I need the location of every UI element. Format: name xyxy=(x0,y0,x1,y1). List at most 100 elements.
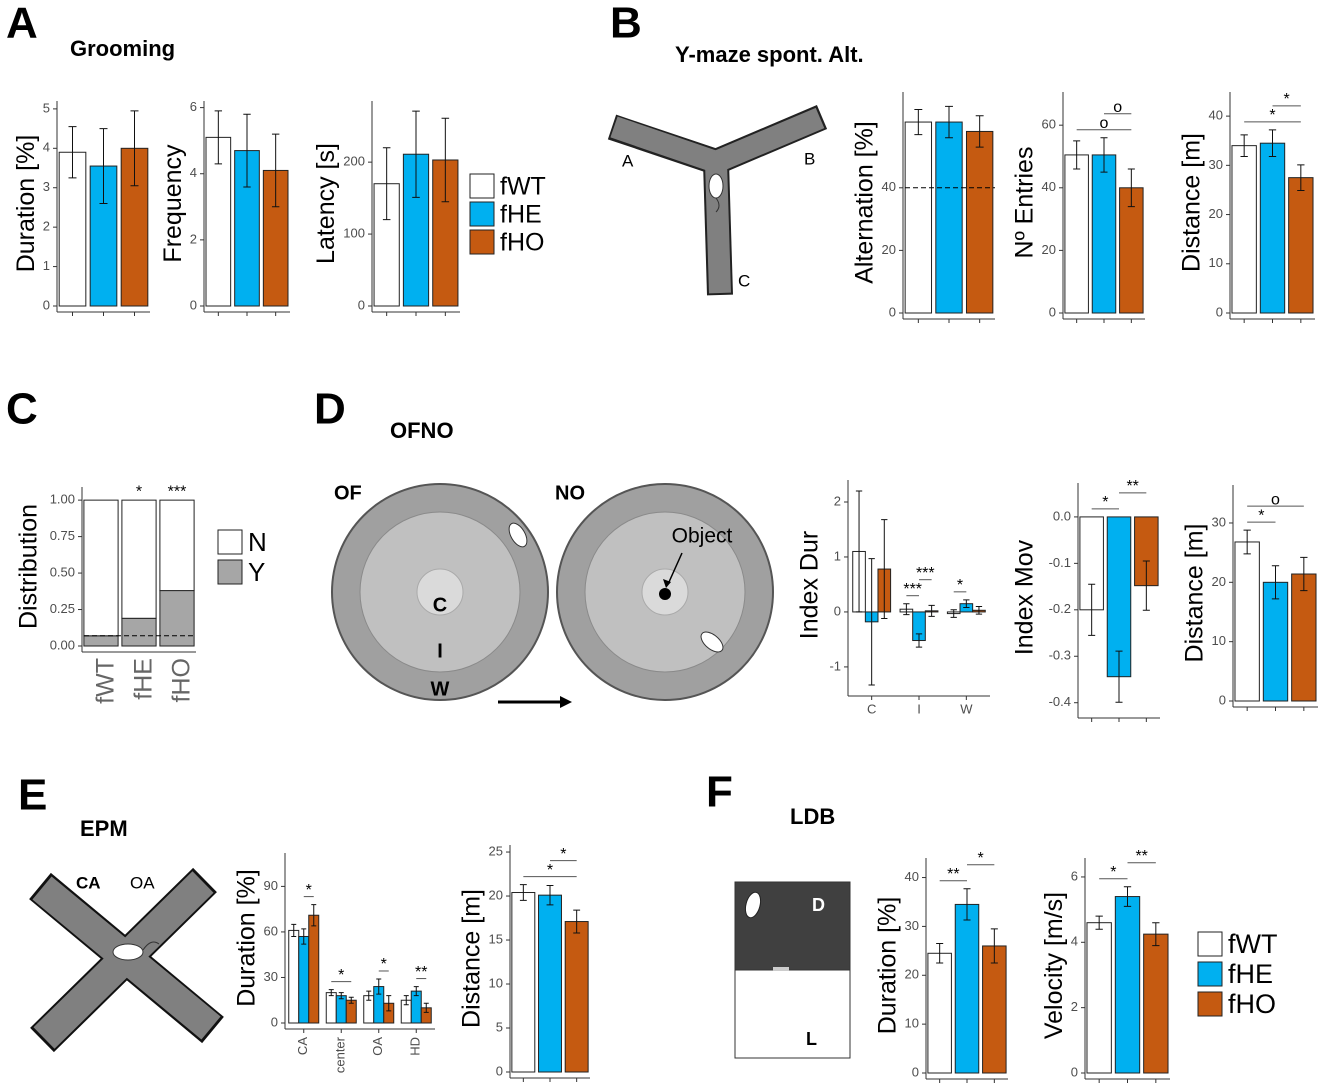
mouse-tail xyxy=(142,941,160,951)
y-tick-label: 4 xyxy=(1071,934,1078,949)
x-tick-label: OA xyxy=(370,1037,385,1056)
x-tick-label: W xyxy=(960,701,973,716)
error-bar xyxy=(963,599,970,609)
legend-swatch xyxy=(1197,991,1223,1017)
bar xyxy=(538,894,562,1073)
error-bar xyxy=(975,605,983,615)
ofno-arena: OF NO C I W Object xyxy=(331,482,774,708)
y-axis-label: Duration [%] xyxy=(12,135,40,273)
arena-label: NO xyxy=(555,482,585,504)
y-tick-label: 6 xyxy=(190,99,197,114)
y-tick-label: 20 xyxy=(1212,574,1226,589)
legend-swatch xyxy=(1197,961,1223,987)
y-tick-label: 20 xyxy=(905,967,919,982)
y-tick-label: 1.00 xyxy=(50,492,75,507)
error-bar xyxy=(915,633,923,648)
error-bar xyxy=(990,928,998,964)
error-bar xyxy=(1300,556,1308,592)
y-tick-label: -0.1 xyxy=(1049,555,1071,570)
bar xyxy=(564,921,589,1073)
y-axis-label: Alternation [%] xyxy=(851,121,879,284)
bar xyxy=(935,121,963,314)
mouse xyxy=(744,891,762,919)
y-tick-label: 1 xyxy=(834,548,841,563)
x-tick-label: fWT xyxy=(92,658,120,704)
zone-label: I xyxy=(437,640,443,662)
y-tick-label: 30 xyxy=(905,918,919,933)
bar xyxy=(1064,154,1089,314)
legend-label: fHO xyxy=(500,229,544,257)
y-axis-label: Velocity [m/s] xyxy=(1040,892,1068,1039)
legend-label: fWT xyxy=(500,173,546,201)
bar-segment xyxy=(159,590,195,647)
x-tick-label: CA xyxy=(295,1037,310,1055)
ldb-box: D L xyxy=(734,881,851,1059)
mouse xyxy=(700,631,724,653)
y-tick-label: 10 xyxy=(905,1016,919,1031)
y-tick-label: 2 xyxy=(834,493,841,508)
arm-label: C xyxy=(738,271,750,290)
error-bar xyxy=(928,604,935,617)
error-bar xyxy=(881,519,888,620)
compartment-label: L xyxy=(806,1029,817,1049)
panel-letter: A xyxy=(6,0,38,48)
legend-label: fWT xyxy=(1228,929,1277,959)
error-bar xyxy=(1115,650,1123,703)
y-tick-label: -0.3 xyxy=(1049,648,1071,663)
error-bar xyxy=(1142,560,1150,611)
mouse xyxy=(508,522,528,548)
error-bar xyxy=(936,943,944,964)
error-bar xyxy=(1123,886,1132,907)
panel-title: EPM xyxy=(80,816,128,841)
error-bar xyxy=(1095,915,1103,930)
sig-label: * xyxy=(136,483,142,500)
sig-label: o xyxy=(1271,491,1280,508)
error-bar xyxy=(412,110,420,198)
sig-label: * xyxy=(978,850,984,867)
bar xyxy=(1231,145,1257,314)
legend-label: fHE xyxy=(500,201,542,229)
bar-segment xyxy=(83,635,119,647)
y-tick-label: 20 xyxy=(882,242,896,257)
bar xyxy=(965,130,994,314)
error-bar xyxy=(1268,129,1277,157)
bar xyxy=(335,995,347,1024)
mouse xyxy=(708,173,724,199)
y-tick-label: 0 xyxy=(496,1063,503,1078)
error-bar xyxy=(975,115,984,148)
object-label: Object xyxy=(672,525,733,548)
error-bar xyxy=(348,996,354,1004)
arena-label: OF xyxy=(334,482,362,504)
y-tick-label: 0 xyxy=(912,1064,919,1079)
x-tick-label: C xyxy=(867,701,876,716)
y-tick-label: 0.0 xyxy=(1053,508,1071,523)
y-tick-label: 10 xyxy=(489,975,503,990)
y-axis-label: Distribution xyxy=(15,504,43,629)
error-bar xyxy=(903,603,910,616)
x-tick-label: center xyxy=(333,1036,348,1073)
legend-label: fHE xyxy=(1228,959,1273,989)
legend-swatch xyxy=(217,529,243,555)
door xyxy=(773,967,789,971)
bar-segment xyxy=(121,617,157,647)
y-axis-label: Duration [%] xyxy=(233,869,261,1007)
error-bar xyxy=(1240,134,1248,157)
y-tick-label: 3 xyxy=(43,179,50,194)
error-bar xyxy=(301,928,307,945)
sig-label: * xyxy=(1102,494,1108,511)
y-tick-label: 0 xyxy=(271,1014,278,1029)
legend-swatch xyxy=(469,201,495,227)
sig-label: * xyxy=(1284,91,1290,108)
y-axis-label: Distance [m] xyxy=(458,889,486,1028)
y-axis-label: Nº Entries xyxy=(1011,147,1039,259)
sig-label: * xyxy=(547,862,553,879)
bar xyxy=(1291,573,1317,702)
y-tick-label: 0 xyxy=(43,297,50,312)
error-bar xyxy=(382,147,391,221)
error-bar xyxy=(1243,529,1251,555)
y-tick-label: 2 xyxy=(1071,999,1078,1014)
y-axis-label: Distance [m] xyxy=(1178,133,1206,272)
panel-title: OFNO xyxy=(390,418,454,443)
sig-label: * xyxy=(338,967,344,984)
